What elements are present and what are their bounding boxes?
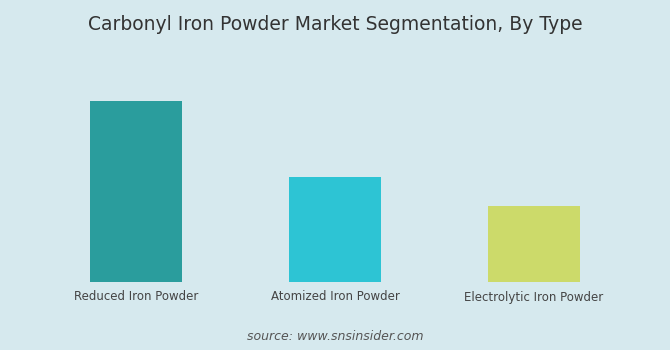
Bar — [488, 206, 580, 282]
Bar — [90, 101, 182, 282]
Bar — [289, 177, 381, 282]
Title: Carbonyl Iron Powder Market Segmentation, By Type: Carbonyl Iron Powder Market Segmentation… — [88, 15, 582, 34]
Text: source: www.snsinsider.com: source: www.snsinsider.com — [247, 329, 423, 343]
